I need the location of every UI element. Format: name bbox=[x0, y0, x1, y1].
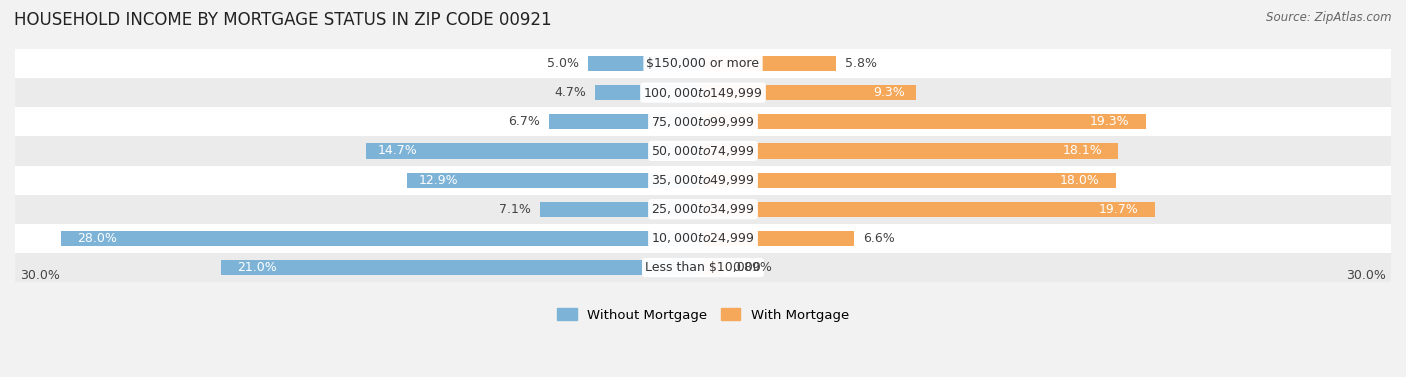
Bar bbox=[588, 56, 703, 71]
Bar bbox=[15, 49, 1391, 78]
Bar bbox=[15, 224, 1391, 253]
Text: 14.7%: 14.7% bbox=[377, 144, 418, 158]
Text: $50,000 to $74,999: $50,000 to $74,999 bbox=[651, 144, 755, 158]
Bar bbox=[408, 173, 703, 188]
Text: 6.6%: 6.6% bbox=[863, 232, 896, 245]
Bar bbox=[550, 114, 703, 129]
Bar bbox=[703, 114, 1146, 129]
Bar bbox=[15, 195, 1391, 224]
Text: 18.0%: 18.0% bbox=[1060, 173, 1099, 187]
Text: 7.1%: 7.1% bbox=[499, 203, 531, 216]
Text: 30.0%: 30.0% bbox=[1347, 269, 1386, 282]
Text: 6.7%: 6.7% bbox=[509, 115, 540, 128]
Bar bbox=[540, 202, 703, 217]
Text: $100,000 to $149,999: $100,000 to $149,999 bbox=[644, 86, 762, 100]
Text: $10,000 to $24,999: $10,000 to $24,999 bbox=[651, 231, 755, 245]
Text: 30.0%: 30.0% bbox=[20, 269, 59, 282]
Bar bbox=[703, 202, 1154, 217]
Text: 4.7%: 4.7% bbox=[554, 86, 586, 99]
Text: 21.0%: 21.0% bbox=[238, 261, 277, 274]
Text: 19.3%: 19.3% bbox=[1090, 115, 1129, 128]
Bar bbox=[703, 173, 1116, 188]
Text: HOUSEHOLD INCOME BY MORTGAGE STATUS IN ZIP CODE 00921: HOUSEHOLD INCOME BY MORTGAGE STATUS IN Z… bbox=[14, 11, 551, 29]
Text: 12.9%: 12.9% bbox=[419, 173, 458, 187]
Text: 0.89%: 0.89% bbox=[733, 261, 772, 274]
Text: Less than $10,000: Less than $10,000 bbox=[645, 261, 761, 274]
Text: 18.1%: 18.1% bbox=[1063, 144, 1102, 158]
Text: $75,000 to $99,999: $75,000 to $99,999 bbox=[651, 115, 755, 129]
Text: $25,000 to $34,999: $25,000 to $34,999 bbox=[651, 202, 755, 216]
Bar bbox=[703, 260, 724, 275]
Bar bbox=[595, 85, 703, 100]
Bar bbox=[15, 253, 1391, 282]
Bar bbox=[15, 136, 1391, 166]
Bar bbox=[15, 166, 1391, 195]
Bar bbox=[703, 85, 917, 100]
Bar bbox=[15, 78, 1391, 107]
Bar bbox=[221, 260, 703, 275]
Text: 28.0%: 28.0% bbox=[77, 232, 117, 245]
Text: 5.0%: 5.0% bbox=[547, 57, 579, 70]
Text: $150,000 or more: $150,000 or more bbox=[647, 57, 759, 70]
Text: 19.7%: 19.7% bbox=[1099, 203, 1139, 216]
Text: 9.3%: 9.3% bbox=[873, 86, 905, 99]
Bar bbox=[703, 56, 837, 71]
Bar bbox=[366, 143, 703, 158]
Text: Source: ZipAtlas.com: Source: ZipAtlas.com bbox=[1267, 11, 1392, 24]
Text: 5.8%: 5.8% bbox=[845, 57, 877, 70]
Text: $35,000 to $49,999: $35,000 to $49,999 bbox=[651, 173, 755, 187]
Bar bbox=[15, 107, 1391, 136]
Legend: Without Mortgage, With Mortgage: Without Mortgage, With Mortgage bbox=[551, 303, 855, 327]
Bar bbox=[703, 231, 855, 246]
Bar bbox=[703, 143, 1118, 158]
Bar bbox=[60, 231, 703, 246]
